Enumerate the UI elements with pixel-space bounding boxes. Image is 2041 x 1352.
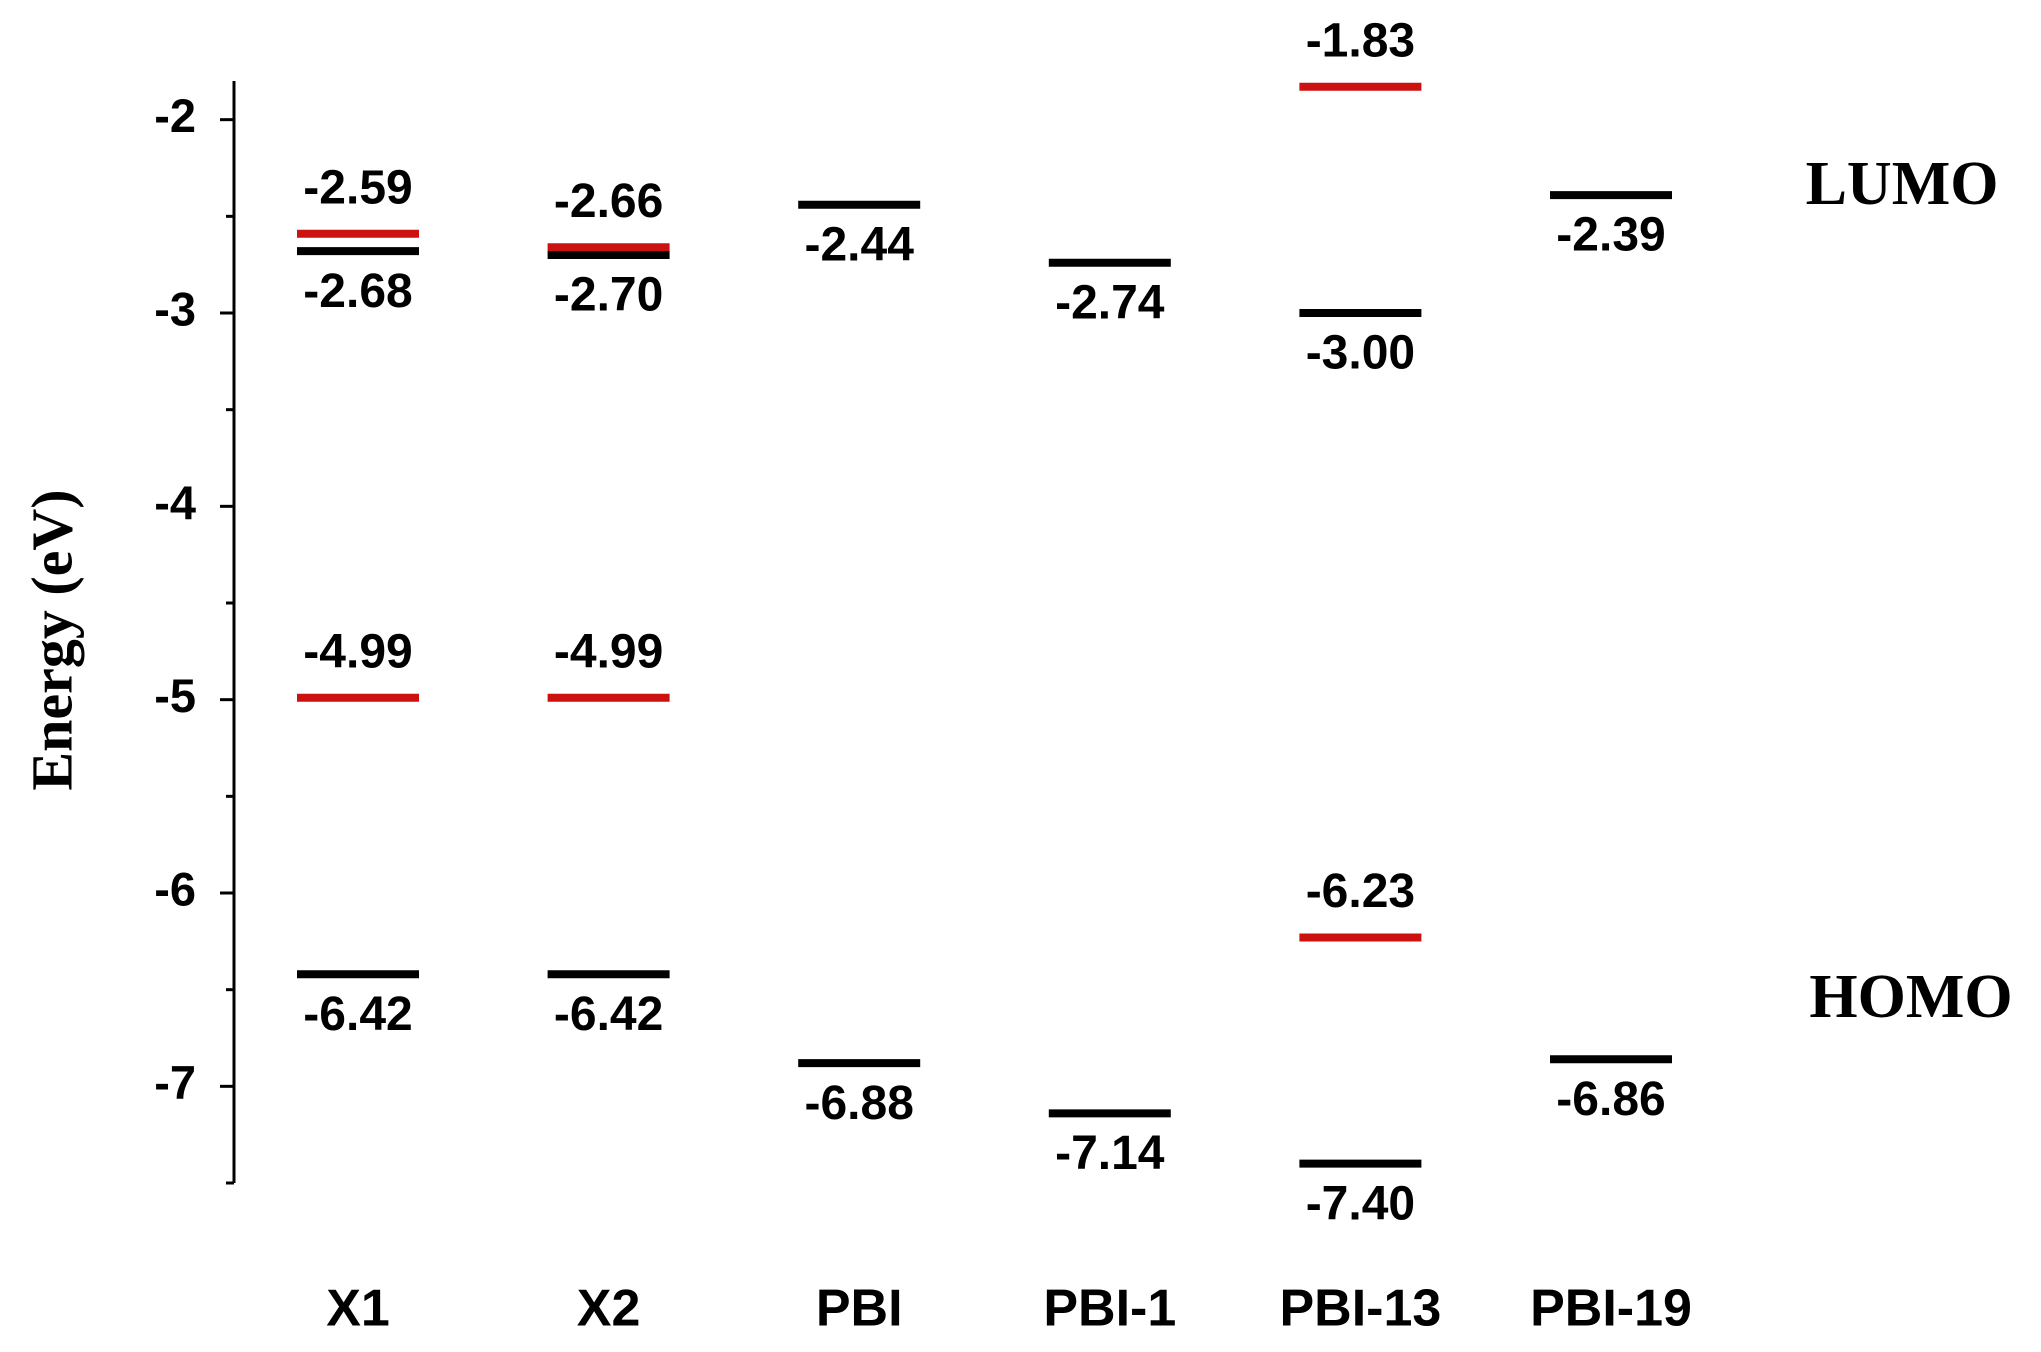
value-label: -2.66	[554, 175, 663, 228]
value-label: -6.42	[303, 988, 412, 1041]
value-label: -1.83	[1306, 14, 1415, 67]
value-label: -4.99	[303, 625, 412, 678]
value-label: -4.99	[554, 625, 663, 678]
y-tick-label: -6	[154, 862, 196, 915]
y-tick-label: -5	[154, 669, 196, 722]
x-tick-label: X1	[326, 1280, 390, 1338]
value-label: -2.59	[303, 161, 412, 214]
x-tick-label: PBI	[816, 1280, 903, 1338]
value-label: -2.44	[804, 218, 914, 271]
value-label: -6.23	[1306, 865, 1415, 918]
x-tick-label: X2	[577, 1280, 641, 1338]
value-label: -7.14	[1055, 1127, 1165, 1180]
value-label: -6.86	[1556, 1073, 1665, 1126]
value-label: -3.00	[1306, 327, 1415, 380]
value-label: -2.68	[303, 265, 412, 318]
y-tick-label: -2	[154, 89, 196, 142]
value-label: -7.40	[1306, 1177, 1415, 1230]
y-tick-label: -3	[154, 282, 196, 335]
value-label: -2.39	[1556, 209, 1665, 262]
x-tick-label: PBI-19	[1530, 1280, 1692, 1338]
x-tick-label: PBI-1	[1043, 1280, 1176, 1338]
x-tick-label: PBI-13	[1279, 1280, 1441, 1338]
value-label: -2.74	[1055, 276, 1165, 329]
y-tick-label: -4	[154, 476, 196, 529]
annotation: HOMO	[1809, 963, 2012, 1031]
annotation: LUMO	[1806, 150, 1999, 218]
value-label: -2.70	[554, 269, 663, 322]
y-axis-label: Energy (eV)	[19, 489, 84, 790]
y-tick-label: -7	[154, 1056, 196, 1109]
value-label: -6.88	[804, 1077, 913, 1130]
value-label: -6.42	[554, 988, 663, 1041]
